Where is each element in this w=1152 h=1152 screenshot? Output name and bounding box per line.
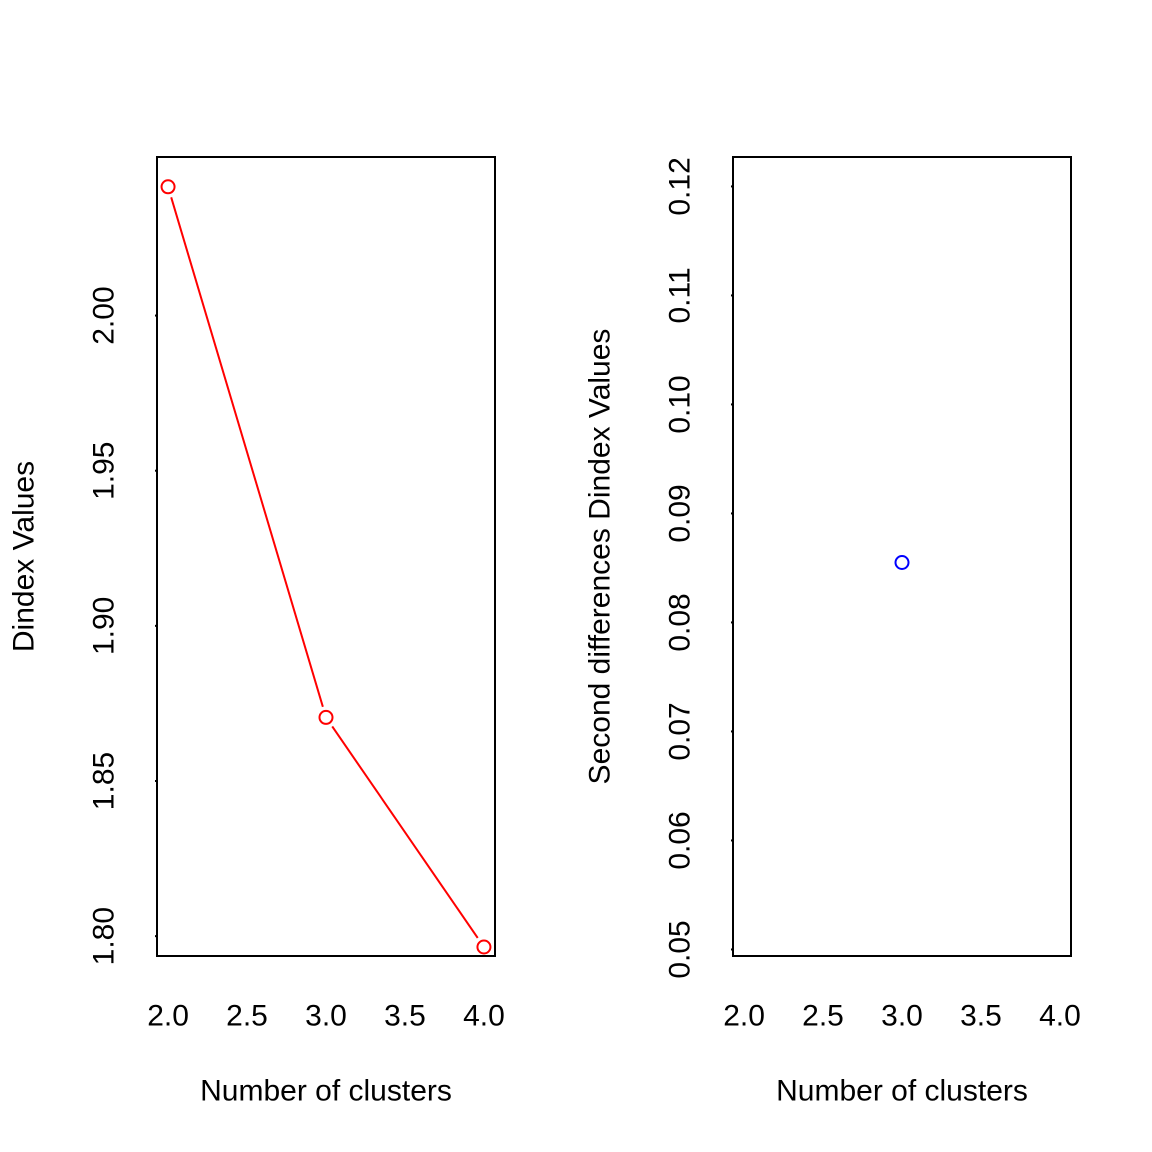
x-tick-label: 4.0	[1039, 1000, 1081, 1033]
x-tick-label: 3.5	[960, 1000, 1002, 1033]
y-tick-label: 1.90	[88, 597, 121, 655]
plot-frame	[732, 156, 1072, 957]
y-tick-label: 0.08	[664, 593, 697, 651]
x-tick-label: 3.0	[305, 1000, 347, 1033]
x-tick-label: 3.0	[881, 1000, 923, 1033]
y-axis-title: Dindex Values	[8, 461, 41, 652]
y-tick-label: 0.06	[664, 811, 697, 869]
data-point	[894, 554, 910, 570]
y-tick-label: 0.11	[664, 267, 697, 323]
x-axis-title: Number of clusters	[776, 1075, 1028, 1108]
data-point	[476, 939, 492, 955]
x-tick-label: 3.5	[384, 1000, 426, 1033]
y-axis-title: Second differences Dindex Values	[584, 329, 617, 785]
x-tick-label: 2.5	[802, 1000, 844, 1033]
x-tick-label: 2.5	[226, 1000, 268, 1033]
x-tick-label: 2.0	[723, 1000, 765, 1033]
y-tick-label: 2.00	[88, 286, 121, 344]
x-tick-label: 2.0	[147, 1000, 189, 1033]
y-tick-label: 0.12	[664, 157, 697, 215]
chart-panel-right: 0.05 0.06 0.07 0.08 0.09 0.10 0.11 0.12 2.0 2.5 3.…	[584, 156, 1081, 1108]
y-tick-label: 1.95	[88, 442, 121, 500]
y-tick-label: 0.09	[664, 484, 697, 542]
y-tick-label: 0.05	[664, 920, 697, 978]
y-tick-label: 1.85	[88, 752, 121, 810]
plot-frame	[156, 156, 496, 957]
data-point	[318, 709, 334, 725]
x-tick-label: 4.0	[463, 1000, 505, 1033]
chart-panel-left: 1.80 1.85 1.90 1.95 2.00 2.0 2.5 3.0 3.5 4.0 Numbe…	[8, 156, 505, 1108]
series-line-segment	[170, 197, 324, 708]
x-axis-title: Number of clusters	[200, 1075, 452, 1108]
data-point	[160, 179, 176, 195]
y-tick-label: 1.80	[88, 907, 121, 965]
y-tick-label: 0.07	[664, 702, 697, 760]
y-tick-label: 0.10	[664, 375, 697, 433]
series-line-segment	[331, 725, 479, 939]
